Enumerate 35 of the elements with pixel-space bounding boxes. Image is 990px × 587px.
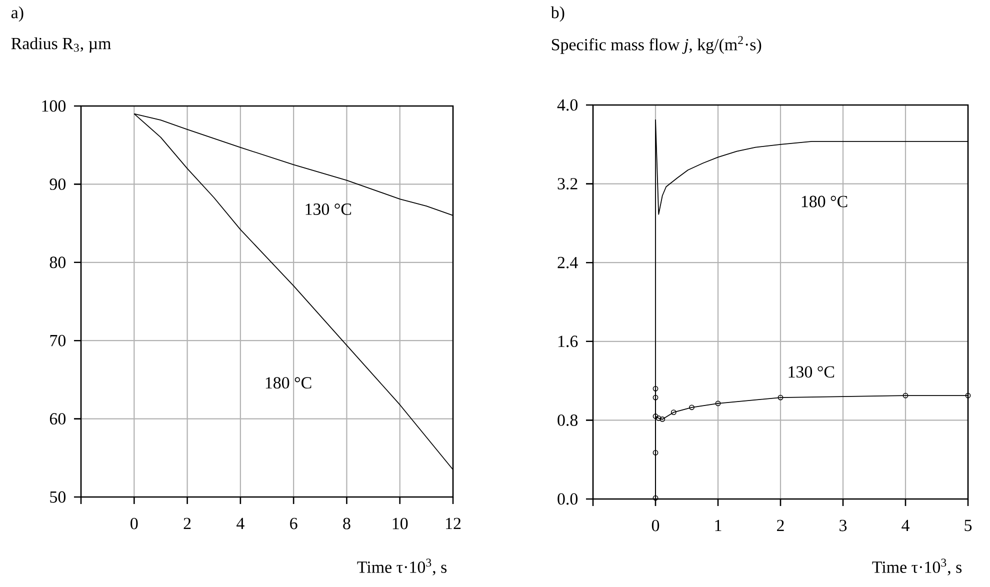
y-tick-label: 70 <box>50 334 66 346</box>
y-axis-title: Radius R$_{3}$, µm <box>11 37 111 53</box>
y-tick-label: 90 <box>50 178 66 190</box>
y-tick-label: 60 <box>50 413 66 425</box>
annotation: 130 °C <box>306 204 352 215</box>
annotation: 130 °C <box>788 366 834 378</box>
annotation: 180 °C <box>266 377 312 389</box>
x-tick-label: 5 <box>964 520 972 532</box>
y-tick-label: 1.6 <box>558 336 578 348</box>
x-tick-label: 2 <box>777 520 784 532</box>
x-tick-label: 6 <box>290 518 298 530</box>
y-tick-label: 0.0 <box>558 493 578 505</box>
x-tick-label: 0 <box>652 520 660 532</box>
x-axis-title: Time τ·10$^{3}$, s <box>872 558 962 576</box>
x-axis-title: Time τ·10$^{3}$, s <box>357 558 447 576</box>
x-tick-label: 3 <box>840 520 847 532</box>
annotation: 180 °C <box>802 196 848 208</box>
y-tick-label: 4.0 <box>557 99 578 111</box>
y-tick-label: 50 <box>50 491 66 503</box>
chart-title: a) <box>11 6 24 22</box>
y-tick-label: 100 <box>42 100 66 112</box>
x-tick-label: 0 <box>130 518 138 530</box>
x-tick-label: 8 <box>343 518 350 530</box>
x-tick-label: 12 <box>446 518 461 530</box>
x-tick-label: 4 <box>236 518 244 529</box>
chart-title: b) <box>550 6 564 22</box>
x-tick-label: 4 <box>902 520 910 531</box>
x-tick-label: 1 <box>715 520 722 532</box>
y-tick-label: 0.8 <box>558 414 578 426</box>
x-tick-label: 2 <box>184 518 191 530</box>
y-axis-title: Specific mass flowj, kg/(m$^{2}$·s) <box>552 36 762 54</box>
y-tick-label: 80 <box>50 256 66 268</box>
x-tick-label: 10 <box>392 518 408 530</box>
y-tick-label: 2.4 <box>558 256 578 268</box>
y-tick-label: 3.2 <box>558 178 578 190</box>
